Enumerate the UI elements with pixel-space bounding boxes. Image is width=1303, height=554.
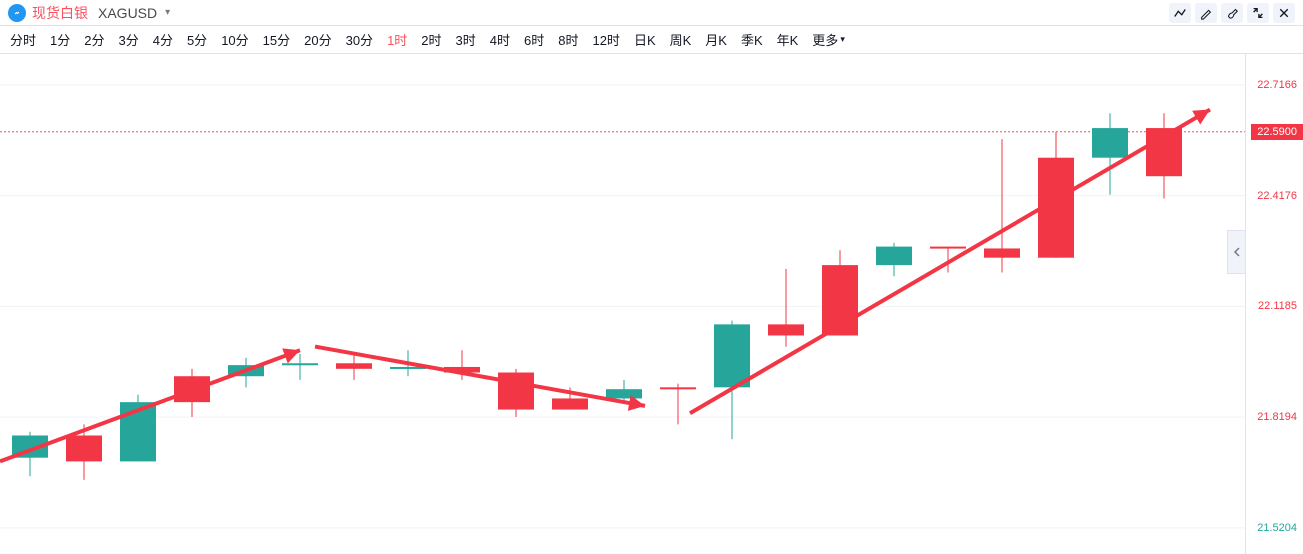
y-axis-label: 21.5204 <box>1257 522 1297 534</box>
chart-area[interactable]: 22.7166 22.4176 22.1185 21.8194 21.5204 22.59… <box>0 54 1303 554</box>
candlestick-chart <box>0 54 1245 554</box>
timeframe-item[interactable]: 10分 <box>221 30 248 49</box>
symbol-icon <box>8 4 26 22</box>
pencil-button[interactable] <box>1195 3 1217 23</box>
timeframe-item[interactable]: 月K <box>705 30 727 49</box>
timeframe-item[interactable]: 12时 <box>592 30 619 49</box>
timeframe-item[interactable]: 30分 <box>346 30 373 49</box>
close-button[interactable] <box>1273 3 1295 23</box>
timeframe-item[interactable]: 20分 <box>304 30 331 49</box>
symbol-code: XAGUSD <box>98 5 157 21</box>
timeframe-item[interactable]: 3分 <box>118 30 138 49</box>
timeframe-item[interactable]: 8时 <box>558 30 578 49</box>
timeframe-item[interactable]: 1分 <box>50 30 70 49</box>
timeframe-more[interactable]: 更多▾ <box>812 30 845 49</box>
timeframe-item[interactable]: 2时 <box>421 30 441 49</box>
timeframe-item[interactable]: 分时 <box>10 30 36 49</box>
timeframe-item[interactable]: 4分 <box>153 30 173 49</box>
timeframe-item[interactable]: 季K <box>741 30 763 49</box>
chevron-down-icon: ▾ <box>165 7 170 18</box>
timeframe-item[interactable]: 3时 <box>456 30 476 49</box>
y-axis[interactable]: 22.7166 22.4176 22.1185 21.8194 21.5204 22.59… <box>1245 54 1303 554</box>
timeframe-item[interactable]: 周K <box>670 30 692 49</box>
timeframe-item[interactable]: 4时 <box>490 30 510 49</box>
timeframe-item[interactable]: 日K <box>634 30 656 49</box>
y-axis-label: 21.8194 <box>1257 411 1297 423</box>
symbol-info[interactable]: 现货白银 XAGUSD ▾ <box>8 3 170 23</box>
indicator-button[interactable] <box>1169 3 1191 23</box>
y-axis-label: 22.1185 <box>1258 300 1297 312</box>
timeframe-item[interactable]: 6时 <box>524 30 544 49</box>
toolbar <box>1169 3 1295 23</box>
current-price-tag: 22.5900 <box>1251 124 1303 140</box>
symbol-name: 现货白银 <box>32 3 88 23</box>
header: 现货白银 XAGUSD ▾ <box>0 0 1303 26</box>
y-axis-label: 22.7166 <box>1257 79 1297 91</box>
expand-button[interactable] <box>1247 3 1269 23</box>
y-axis-label: 22.4176 <box>1257 190 1297 202</box>
timeframe-item[interactable]: 15分 <box>263 30 290 49</box>
timeframe-item[interactable]: 1时 <box>387 30 407 49</box>
timeframe-item[interactable]: 年K <box>777 30 799 49</box>
side-expand-tab[interactable] <box>1227 230 1245 274</box>
timeframe-item[interactable]: 5分 <box>187 30 207 49</box>
timeframe-item[interactable]: 2分 <box>84 30 104 49</box>
timeframe-bar: 分时 1分 2分 3分 4分 5分 10分 15分 20分 30分 1时 2时 3时 4时 6时 8时 12时日… <box>0 26 1303 54</box>
brush-button[interactable] <box>1221 3 1243 23</box>
